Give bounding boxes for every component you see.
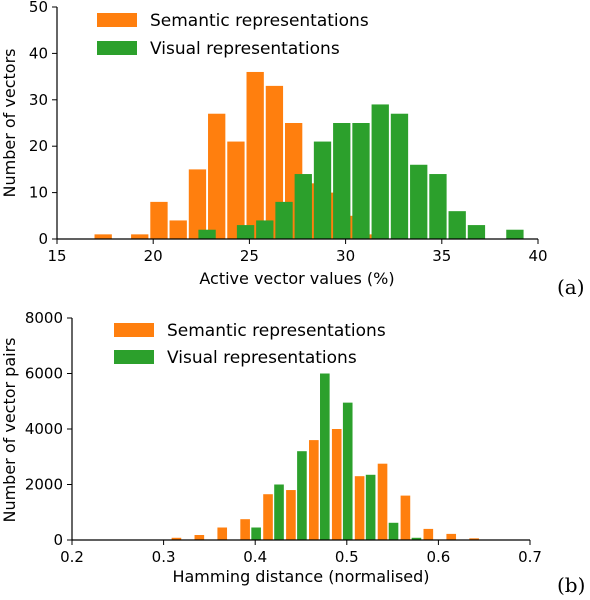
panel-b-bar-semantic-5 xyxy=(286,490,296,540)
panel-b-y-tick-label: 0 xyxy=(53,531,63,549)
panel-b-tag: (b) xyxy=(557,573,585,597)
panel-a-y-tick-label: 50 xyxy=(29,0,48,16)
panel-a-y-tick-label: 30 xyxy=(29,91,48,109)
panel-b-bar-semantic-8 xyxy=(354,476,365,540)
panel-b-bar-semantic-9 xyxy=(377,463,388,540)
panel-b-bar-semantic-1 xyxy=(194,535,205,540)
panel-b-bar-semantic-2 xyxy=(217,527,228,540)
panel-a-bar-visual-7 xyxy=(352,123,370,239)
panel-a-bar-semantic-4 xyxy=(188,169,207,239)
panel-b-x-axis-label: Hamming distance (normalised) xyxy=(172,567,429,586)
panel-b-bar-semantic-0 xyxy=(171,537,182,540)
panel-a-bar-visual-8 xyxy=(371,104,389,239)
panel-a-bar-visual-5 xyxy=(313,141,332,239)
panel-a-bar-semantic-13 xyxy=(361,234,380,239)
panel-a-bar-visual-12 xyxy=(448,211,466,239)
panel-b-bar-semantic-3 xyxy=(240,519,250,540)
panel-b-bar-visual-0 xyxy=(251,527,261,540)
panel-a-x-tick-label: 30 xyxy=(336,247,355,265)
panel-a-bar-semantic-2 xyxy=(150,201,168,239)
panel-a-bar-semantic-5 xyxy=(208,113,226,239)
panel-a-bar-semantic-3 xyxy=(169,220,187,239)
panel-a-x-tick-label: 35 xyxy=(432,247,451,265)
panel-a-bar-visual-4 xyxy=(294,174,312,239)
panel-a-y-tick-label: 0 xyxy=(38,230,48,248)
panel-a-bar-visual-9 xyxy=(390,113,409,239)
panel-b-x-tick-label: 0.5 xyxy=(335,548,359,566)
panel-b-x-tick-label: 0.7 xyxy=(518,548,542,566)
panel-b-bar-visual-1 xyxy=(274,484,284,540)
panel-a-bar-semantic-0 xyxy=(94,234,112,239)
panel-b-histogram: 0.2 0.3 0.4 0.5 0.6 0.7 0 2000 4000 6000 8000 Ham… xyxy=(0,309,585,597)
panel-a-bar-visual-13 xyxy=(467,225,486,239)
panel-a-y-tick-label: 40 xyxy=(29,44,48,62)
panel-b-y-tick-label: 4000 xyxy=(25,420,63,438)
panel-a-tag: (a) xyxy=(557,275,585,299)
panel-b-x-ticks: 0.2 0.3 0.4 0.5 0.6 0.7 xyxy=(60,540,542,566)
panel-a-y-ticks: 0 10 20 30 40 50 xyxy=(29,0,57,248)
panel-b-legend-label-visual: Visual representations xyxy=(167,348,357,368)
panel-b-bar-visual-2 xyxy=(297,451,307,540)
panel-a-x-ticks: 15 20 25 30 35 40 xyxy=(47,239,548,265)
panel-b-y-ticks: 0 2000 4000 6000 8000 xyxy=(25,309,72,549)
panel-b-legend-swatch-visual xyxy=(114,350,154,364)
panel-b-x-tick-label: 0.3 xyxy=(152,548,176,566)
panel-b-bar-visual-3 xyxy=(320,373,330,540)
panel-b-x-tick-label: 0.4 xyxy=(243,548,267,566)
panel-a-y-tick-label: 10 xyxy=(29,184,48,202)
panel-a-x-tick-label: 20 xyxy=(144,247,163,265)
panel-a-bar-semantic-8 xyxy=(265,85,284,239)
panel-a-bar-visual-11 xyxy=(429,174,447,239)
panel-a-legend: Semantic representations Visual represen… xyxy=(97,11,369,59)
panel-b-y-tick-label: 8000 xyxy=(25,309,63,327)
panel-a-x-tick-label: 25 xyxy=(240,247,259,265)
panel-a-bar-visual-0 xyxy=(198,229,216,239)
panel-b-bar-semantic-10 xyxy=(400,495,411,540)
panel-a-y-tick-label: 20 xyxy=(29,137,48,155)
panel-a-x-tick-label: 40 xyxy=(528,247,547,265)
panel-a-bar-visual-6 xyxy=(333,123,351,239)
panel-a-bar-semantic-7 xyxy=(246,71,264,240)
panel-a-bar-visual-3 xyxy=(275,201,293,239)
panel-a-x-axis-label: Active vector values (%) xyxy=(199,269,394,288)
panel-a-legend-label-semantic: Semantic representations xyxy=(150,11,369,31)
panel-b-bar-visual-7 xyxy=(411,537,422,540)
panel-b-legend: Semantic representations Visual represen… xyxy=(114,321,386,368)
panel-b-x-tick-label: 0.6 xyxy=(426,548,450,566)
panel-a-bar-visual-10 xyxy=(410,164,428,239)
panel-b-bar-semantic-11 xyxy=(423,528,434,540)
panel-a-x-tick-label: 15 xyxy=(47,247,66,265)
panel-b-y-tick-label: 6000 xyxy=(25,365,63,383)
panel-b-bar-visual-6 xyxy=(388,522,399,540)
panel-a-bar-semantic-6 xyxy=(227,141,245,239)
panel-a-bars xyxy=(94,71,524,240)
panel-a-histogram: 15 20 25 30 35 40 0 10 20 30 40 50 Active vector v… xyxy=(0,0,585,299)
panel-b-legend-label-semantic: Semantic representations xyxy=(167,321,386,341)
panel-a-bar-semantic-1 xyxy=(131,234,149,239)
panel-a-bar-visual-2 xyxy=(256,220,274,239)
panel-a-legend-swatch-semantic xyxy=(97,13,137,27)
panel-a-y-axis-label: Number of vectors xyxy=(0,49,19,198)
panel-b-bar-semantic-12 xyxy=(446,533,457,540)
panel-a-bar-visual-1 xyxy=(236,225,255,239)
panel-b-bar-visual-5 xyxy=(365,474,376,540)
panel-b-y-axis-label: Number of vector pairs xyxy=(0,337,19,522)
panel-b-bar-semantic-7 xyxy=(331,429,342,540)
panel-b-legend-swatch-semantic xyxy=(114,323,154,337)
panel-b-bars xyxy=(171,373,479,540)
panel-b-bar-visual-4 xyxy=(342,402,353,540)
panel-b-x-tick-label: 0.2 xyxy=(60,548,84,566)
panel-a-bar-visual-14 xyxy=(506,229,524,239)
panel-b-bar-semantic-13 xyxy=(469,538,479,540)
panel-a-legend-swatch-visual xyxy=(97,41,137,55)
panel-b-y-tick-label: 2000 xyxy=(25,476,63,494)
panel-b-bar-semantic-6 xyxy=(309,440,319,540)
panel-a-legend-label-visual: Visual representations xyxy=(150,39,340,59)
panel-b-bar-semantic-4 xyxy=(263,494,273,540)
